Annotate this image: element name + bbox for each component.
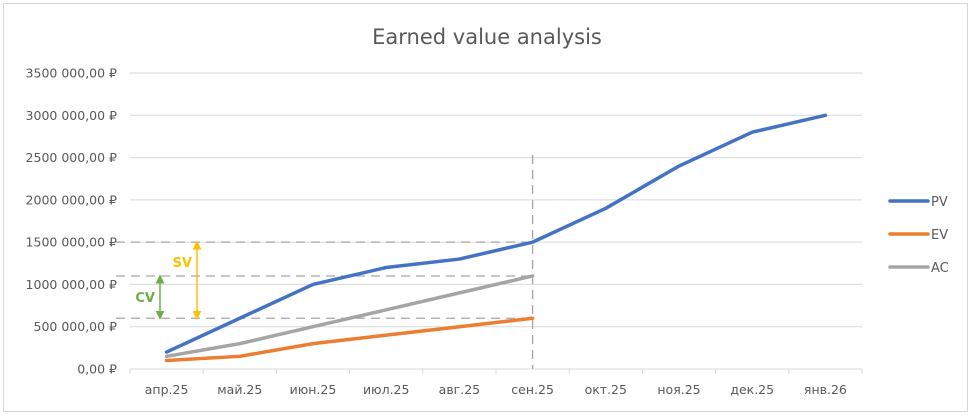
guide-lines [116,155,534,369]
x-axis: апр.25 май.25 июн.25 июл.25 авг.25 сен.25 окт.… [129,368,863,397]
legend-item-ev[interactable]: EV [888,228,948,243]
y-tick-label: 0,00 ₽ [77,362,117,377]
series-pv-line [164,113,828,354]
x-tick-label: апр.25 [145,382,189,397]
gridlines [130,72,862,328]
legend-label: EV [931,228,948,243]
y-tick-label: 3500 000,00 ₽ [26,66,117,81]
x-tick-label: янв.26 [804,382,847,397]
legend: PV EV AC [888,195,949,276]
x-tick-label: дек.25 [730,382,774,397]
y-tick-label: 500 000,00 ₽ [34,319,118,334]
cv-label: CV [135,291,155,306]
y-tick-label: 2000 000,00 ₽ [26,192,117,207]
x-tick-label: май.25 [217,382,262,397]
legend-label: AC [931,261,949,276]
x-tick-label: июн.25 [290,382,337,397]
x-tick-label: авг.25 [439,382,480,397]
legend-item-ac[interactable]: AC [888,261,949,276]
x-tick-label: июл.25 [363,382,410,397]
chart-title: Earned value analysis [372,25,602,49]
y-axis: 0,00 ₽ 500 000,00 ₽ 1000 000,00 ₽ 1500 000,… [26,66,117,377]
x-tick-label: ноя.25 [657,382,700,397]
y-tick-label: 1000 000,00 ₽ [26,277,117,292]
series-ev-line [164,316,535,363]
chart-frame [3,3,968,412]
legend-label: PV [931,195,948,210]
x-tick-label: сен.25 [511,382,554,397]
legend-item-pv[interactable]: PV [888,195,948,210]
y-tick-label: 2500 000,00 ₽ [26,150,117,165]
variance-annotations: SV CV [135,240,202,320]
x-tick-label: окт.25 [585,382,627,397]
y-tick-label: 1500 000,00 ₽ [26,235,117,250]
sv-label: SV [173,256,192,271]
y-tick-label: 3000 000,00 ₽ [26,108,117,123]
series-ac-line [164,274,535,359]
series-lines [164,113,828,363]
